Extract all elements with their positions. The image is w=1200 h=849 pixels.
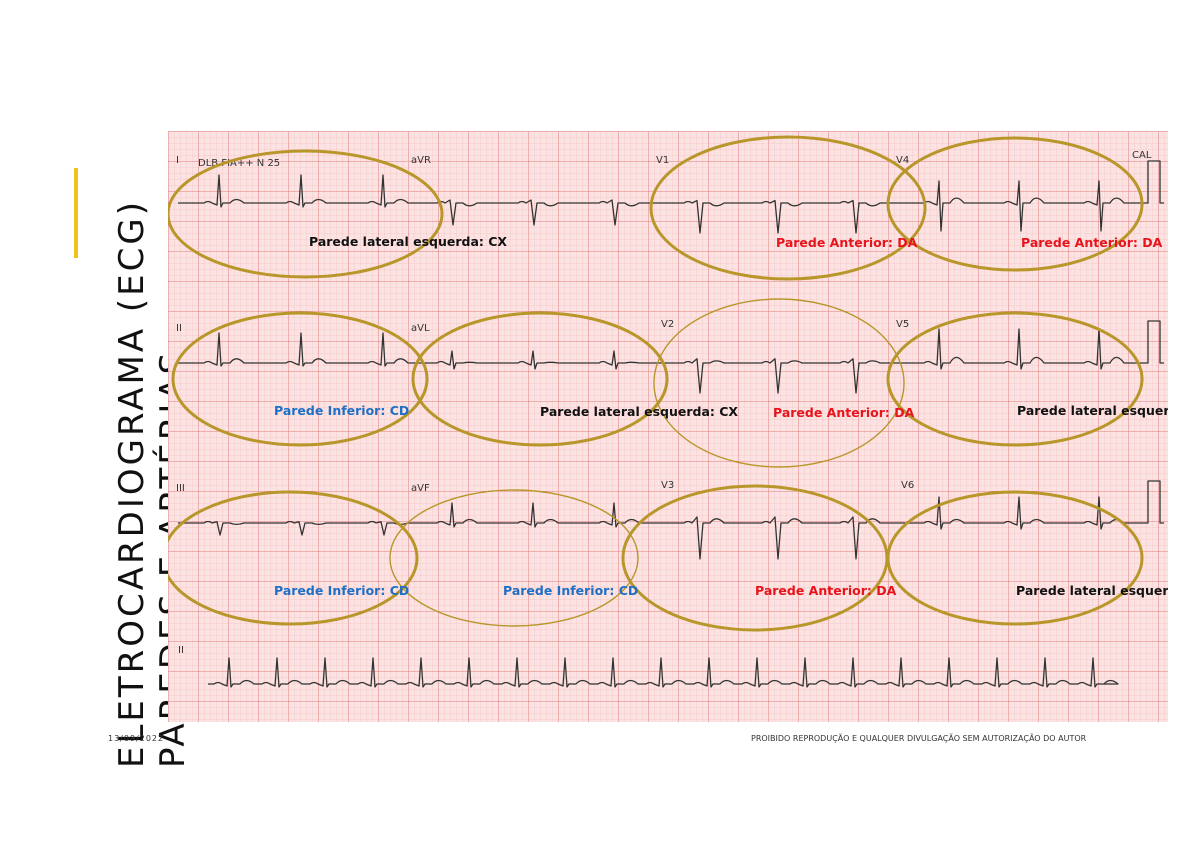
territory-annotation: Parede Anterior: DA [773, 405, 915, 420]
ecg-header-text: DLB FIA++ N 25 [198, 158, 280, 169]
territory-ellipses [168, 135, 1144, 632]
ecg-trace [898, 496, 1143, 530]
territory-ellipse [411, 311, 669, 447]
territory-ellipse [886, 136, 1144, 272]
lead-label-iii: III [176, 483, 185, 494]
cal-label: CAL [1132, 150, 1152, 161]
ecg-trace [658, 358, 898, 394]
ecg-trace [178, 520, 411, 536]
territory-ellipse [649, 135, 927, 281]
lead-label-i: I [176, 155, 179, 166]
ecg-trace [658, 199, 898, 234]
lead-label-v4: V4 [896, 155, 909, 166]
ecg-trace [411, 502, 658, 528]
ecg-trace [1143, 480, 1164, 524]
territory-annotations: Parede lateral esquerda: CX Parede Anteri… [274, 234, 1168, 598]
ecg-trace [411, 350, 658, 370]
territory-ellipse [171, 311, 429, 447]
lead-label-v5: V5 [896, 319, 909, 330]
ecg-grid-major [168, 131, 1168, 722]
ecg-trace [658, 516, 898, 560]
territory-ellipse [653, 298, 905, 468]
lead-label-avl: aVL [411, 323, 430, 334]
lead-label-v1: V1 [656, 155, 669, 166]
ecg-trace [178, 332, 411, 367]
slide-title-line1: ELETROCARDIOGRAMA (ECG) [112, 198, 152, 768]
ecg-trace [178, 174, 411, 208]
territory-annotation: Parede lateral esquerda: CX [540, 404, 738, 419]
ecg-trace [898, 328, 1143, 370]
territory-annotation: Parede Inferior: CD [274, 583, 409, 598]
ecg-trace [411, 199, 658, 226]
territory-annotation: Parede Inferior: CD [274, 403, 409, 418]
territory-ellipse [168, 490, 419, 626]
lead-label-ii: II [176, 323, 182, 334]
territory-annotation: Parede lateral esquerda: CX [309, 234, 507, 249]
footer-copyright-note: PROIBIDO REPRODUÇÃO E QUALQUER DIVULGAÇÃ… [751, 734, 1087, 743]
accent-bar [74, 168, 78, 258]
territory-ellipse [168, 149, 444, 279]
ecg-trace [1143, 160, 1164, 204]
ecg-traces [178, 160, 1164, 688]
lead-label-avf: aVF [411, 483, 430, 494]
lead-label-v3: V3 [661, 480, 674, 491]
lead-label-ii: II [178, 645, 184, 656]
territory-annotation: Parede Inferior: CD [503, 583, 638, 598]
ecg-trace [1143, 320, 1164, 364]
territory-annotation: Parede Anterior: DA [1021, 235, 1163, 250]
territory-ellipse [886, 311, 1144, 447]
territory-ellipse [389, 489, 639, 627]
ecg-trace [898, 180, 1143, 232]
footer-date: 13/09/2022 [108, 734, 165, 743]
lead-label-v2: V2 [661, 319, 674, 330]
ecg-trace [208, 657, 1119, 688]
lead-label-v6: V6 [901, 480, 914, 491]
territory-annotation: Parede lateral esquerda: CX [1017, 403, 1168, 418]
territory-ellipse [886, 490, 1144, 626]
territory-annotation: Parede lateral esquerda: CX [1016, 583, 1168, 598]
territory-annotation: Parede Anterior: DA [776, 235, 918, 250]
territory-annotation: Parede Anterior: DA [755, 583, 897, 598]
lead-label-avr: aVR [411, 155, 431, 166]
